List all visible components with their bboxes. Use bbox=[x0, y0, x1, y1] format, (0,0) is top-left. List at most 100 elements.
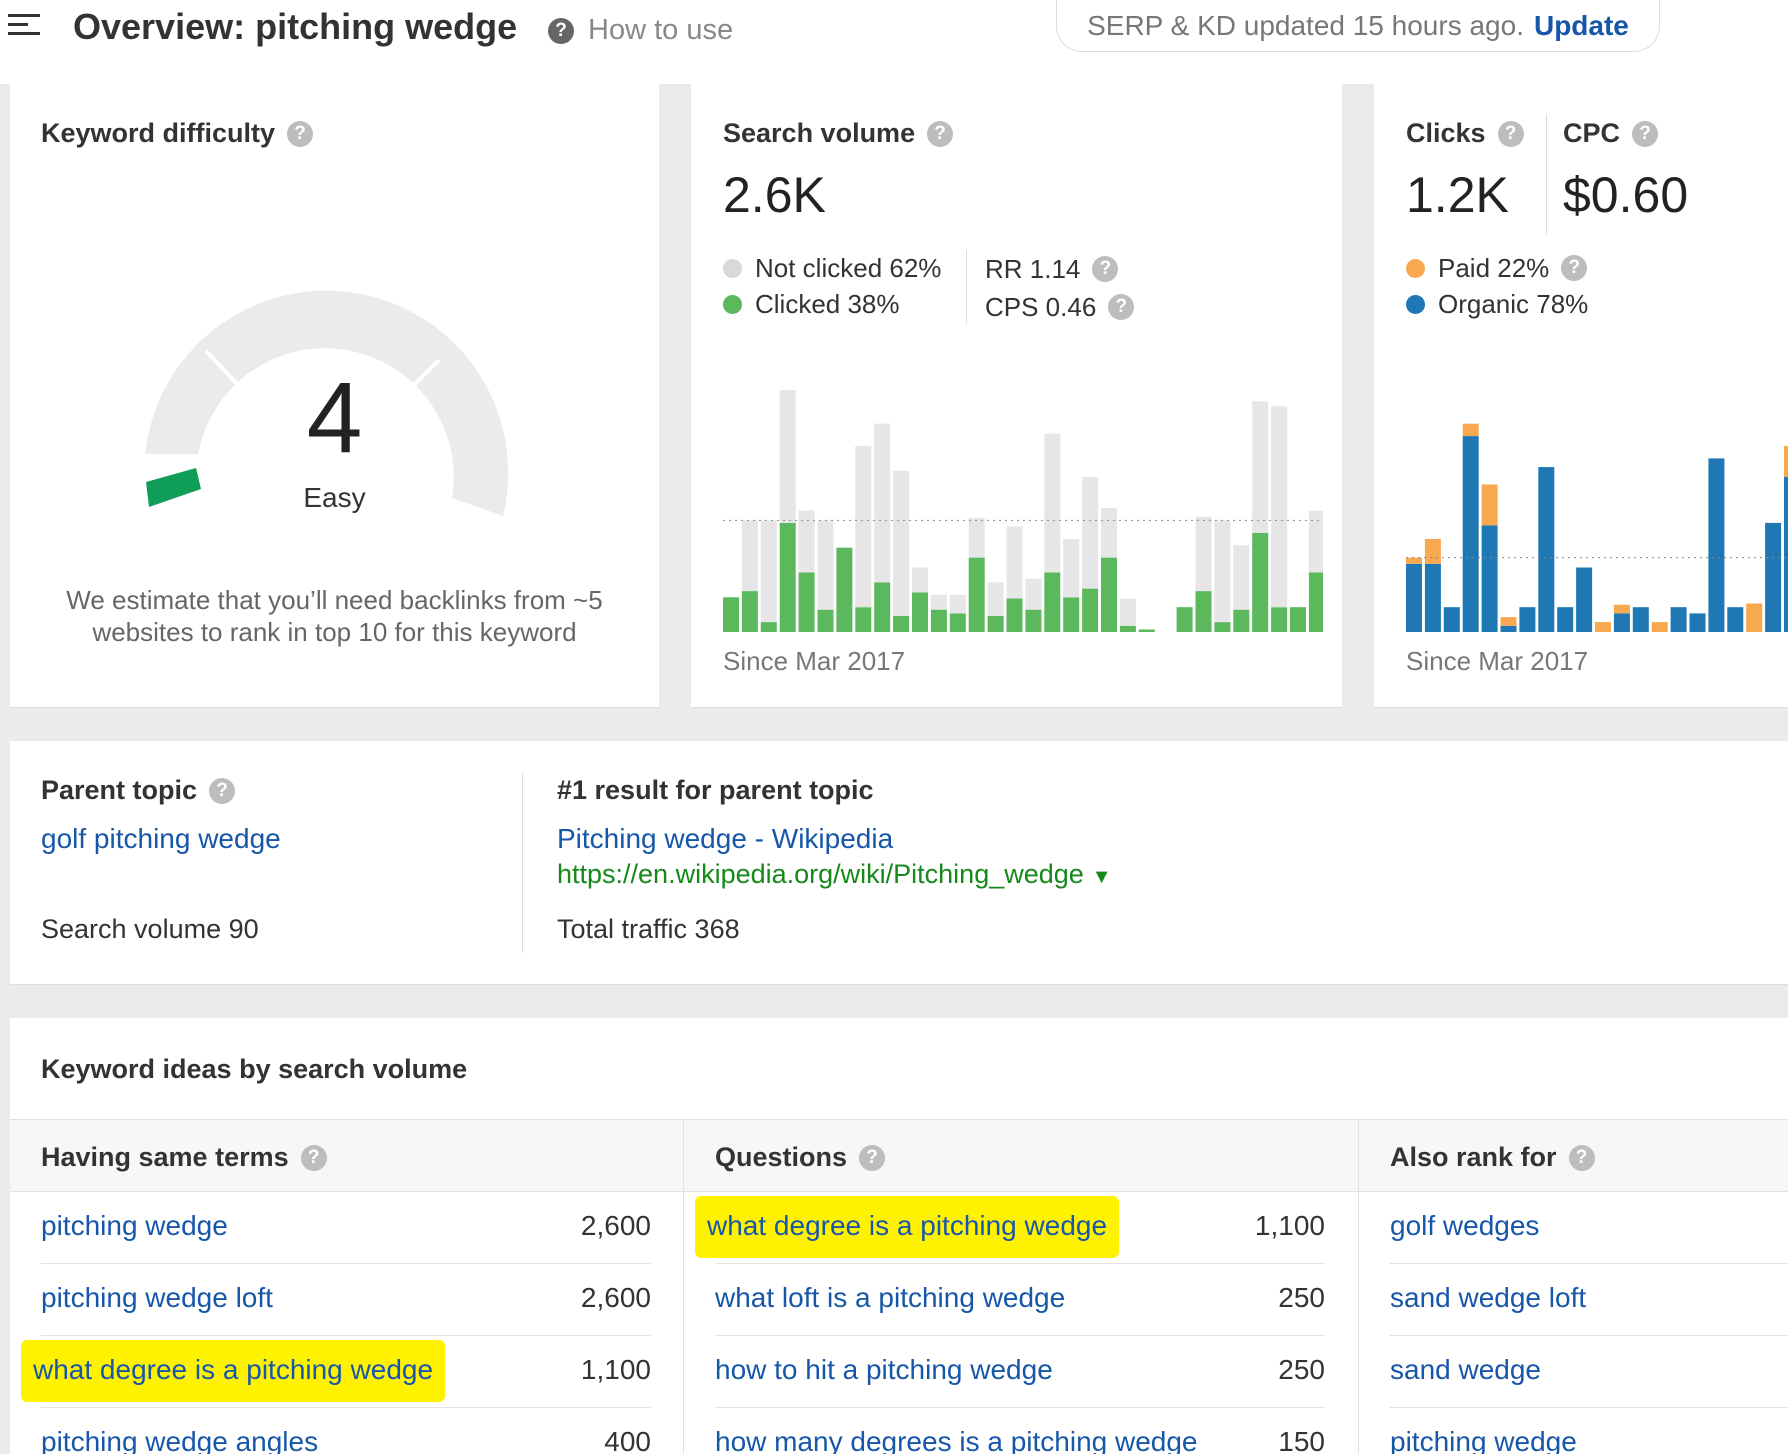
bar-organic[interactable] bbox=[1689, 613, 1706, 632]
help-icon[interactable]: ? bbox=[300, 1144, 327, 1171]
bar-paid[interactable] bbox=[1784, 446, 1788, 477]
bar-not-clicked[interactable] bbox=[1233, 545, 1250, 610]
bar-clicked[interactable] bbox=[1025, 609, 1042, 632]
bar-paid[interactable] bbox=[1406, 557, 1422, 564]
keyword-link[interactable]: pitching wedge bbox=[41, 1210, 228, 1241]
help-icon[interactable]: ? bbox=[1108, 294, 1135, 320]
bar-organic[interactable] bbox=[1519, 607, 1536, 632]
bar-not-clicked[interactable] bbox=[798, 510, 815, 573]
bar-not-clicked[interactable] bbox=[741, 520, 758, 592]
bar-organic[interactable] bbox=[1576, 567, 1593, 632]
bar-not-clicked[interactable] bbox=[779, 390, 796, 523]
bar-not-clicked[interactable] bbox=[1252, 401, 1269, 533]
bar-not-clicked[interactable] bbox=[912, 567, 928, 593]
bar-paid[interactable] bbox=[1651, 622, 1668, 632]
help-icon[interactable]: ? bbox=[1568, 1144, 1595, 1171]
bar-organic[interactable] bbox=[1557, 607, 1574, 632]
bar-not-clicked[interactable] bbox=[893, 470, 910, 616]
bar-not-clicked[interactable] bbox=[817, 520, 834, 610]
help-icon[interactable]: ? bbox=[1632, 120, 1659, 147]
keyword-link-highlighted[interactable]: what degree is a pitching wedge bbox=[695, 1196, 1120, 1258]
bar-organic[interactable] bbox=[1632, 607, 1649, 632]
bar-organic[interactable] bbox=[1670, 607, 1687, 632]
bar-clicked[interactable] bbox=[855, 607, 872, 632]
bar-clicked[interactable] bbox=[968, 557, 985, 632]
bar-paid[interactable] bbox=[1500, 617, 1517, 626]
bar-not-clicked[interactable] bbox=[968, 517, 985, 558]
bar-organic[interactable] bbox=[1424, 563, 1441, 632]
bar-organic[interactable] bbox=[1406, 563, 1422, 632]
bar-clicked[interactable] bbox=[1119, 625, 1136, 632]
top-result-url[interactable]: https://en.wikipedia.org/wiki/Pitching_w… bbox=[557, 859, 1112, 890]
bar-clicked[interactable] bbox=[1082, 588, 1099, 632]
keyword-link[interactable]: golf wedges bbox=[1390, 1210, 1540, 1241]
how-to-use-link[interactable]: ? How to use bbox=[548, 14, 733, 47]
bar-not-clicked[interactable] bbox=[1214, 520, 1231, 623]
bar-clicked[interactable] bbox=[1271, 607, 1288, 632]
bar-clicked[interactable] bbox=[798, 572, 815, 632]
bar-clicked[interactable] bbox=[930, 609, 947, 632]
keyword-link[interactable]: pitching wedge angles bbox=[41, 1426, 319, 1454]
bar-paid[interactable] bbox=[1481, 484, 1498, 526]
keyword-link[interactable]: pitching wedge loft bbox=[41, 1282, 273, 1313]
bar-not-clicked[interactable] bbox=[1082, 477, 1099, 589]
bar-clicked[interactable] bbox=[1063, 597, 1080, 632]
bar-clicked[interactable] bbox=[817, 609, 834, 632]
bar-not-clicked[interactable] bbox=[987, 582, 1004, 616]
bar-clicked[interactable] bbox=[874, 582, 891, 632]
top-result-url-text[interactable]: https://en.wikipedia.org/wiki/Pitching_w… bbox=[557, 859, 1084, 889]
bar-not-clicked[interactable] bbox=[1006, 526, 1023, 599]
update-link[interactable]: Update bbox=[1533, 9, 1629, 41]
help-icon[interactable]: ? bbox=[287, 120, 314, 147]
keyword-link[interactable]: pitching wedge bbox=[1390, 1426, 1577, 1454]
bar-not-clicked[interactable] bbox=[855, 446, 872, 608]
bar-not-clicked[interactable] bbox=[930, 594, 947, 610]
bar-not-clicked[interactable] bbox=[1101, 508, 1117, 558]
bar-organic[interactable] bbox=[1443, 607, 1460, 632]
bar-clicked[interactable] bbox=[760, 622, 777, 632]
bar-clicked[interactable] bbox=[1233, 609, 1250, 632]
bar-organic[interactable] bbox=[1708, 458, 1725, 632]
bar-organic[interactable] bbox=[1538, 467, 1555, 632]
help-icon[interactable]: ? bbox=[1497, 120, 1524, 147]
bar-clicked[interactable] bbox=[987, 615, 1004, 632]
bar-not-clicked[interactable] bbox=[1308, 510, 1323, 573]
keyword-link[interactable]: how to hit a pitching wedge bbox=[715, 1354, 1053, 1385]
bar-clicked[interactable] bbox=[1214, 622, 1231, 632]
keyword-link[interactable]: what loft is a pitching wedge bbox=[715, 1282, 1066, 1313]
bar-clicked[interactable] bbox=[741, 591, 758, 632]
bar-clicked[interactable] bbox=[1176, 607, 1193, 632]
bar-organic[interactable] bbox=[1481, 525, 1498, 632]
bar-clicked[interactable] bbox=[1252, 532, 1269, 632]
help-icon[interactable]: ? bbox=[859, 1144, 886, 1171]
bar-not-clicked[interactable] bbox=[760, 520, 777, 623]
bar-not-clicked[interactable] bbox=[1195, 516, 1212, 592]
help-icon[interactable]: ? bbox=[927, 120, 954, 147]
bar-clicked[interactable] bbox=[912, 592, 928, 632]
bar-clicked[interactable] bbox=[893, 615, 910, 632]
bar-not-clicked[interactable] bbox=[1044, 433, 1061, 573]
keyword-link[interactable]: sand wedge loft bbox=[1390, 1282, 1587, 1313]
bar-clicked[interactable] bbox=[1308, 572, 1323, 632]
bar-paid[interactable] bbox=[1595, 622, 1611, 632]
bar-organic[interactable] bbox=[1727, 607, 1744, 632]
bar-not-clicked[interactable] bbox=[1271, 406, 1288, 608]
bar-not-clicked[interactable] bbox=[874, 423, 891, 583]
bar-clicked[interactable] bbox=[723, 597, 739, 632]
bar-clicked[interactable] bbox=[1138, 629, 1155, 632]
bar-paid[interactable] bbox=[1424, 539, 1441, 564]
bar-not-clicked[interactable] bbox=[949, 594, 966, 614]
keyword-link-highlighted[interactable]: what degree is a pitching wedge bbox=[21, 1340, 446, 1402]
bar-clicked[interactable] bbox=[1290, 607, 1306, 632]
parent-topic-link[interactable]: golf pitching wedge bbox=[41, 823, 281, 854]
bar-clicked[interactable] bbox=[1044, 572, 1061, 632]
bar-organic[interactable] bbox=[1500, 625, 1517, 632]
bar-organic[interactable] bbox=[1784, 477, 1788, 632]
bar-organic[interactable] bbox=[1613, 613, 1630, 632]
keyword-link[interactable]: how many degrees is a pitching wedge bbox=[715, 1426, 1198, 1454]
bar-clicked[interactable] bbox=[836, 547, 853, 632]
caret-down-icon[interactable]: ▼ bbox=[1091, 866, 1112, 888]
keyword-link[interactable]: sand wedge bbox=[1390, 1354, 1542, 1385]
bar-organic[interactable] bbox=[1765, 522, 1782, 632]
help-icon[interactable]: ? bbox=[209, 777, 236, 804]
